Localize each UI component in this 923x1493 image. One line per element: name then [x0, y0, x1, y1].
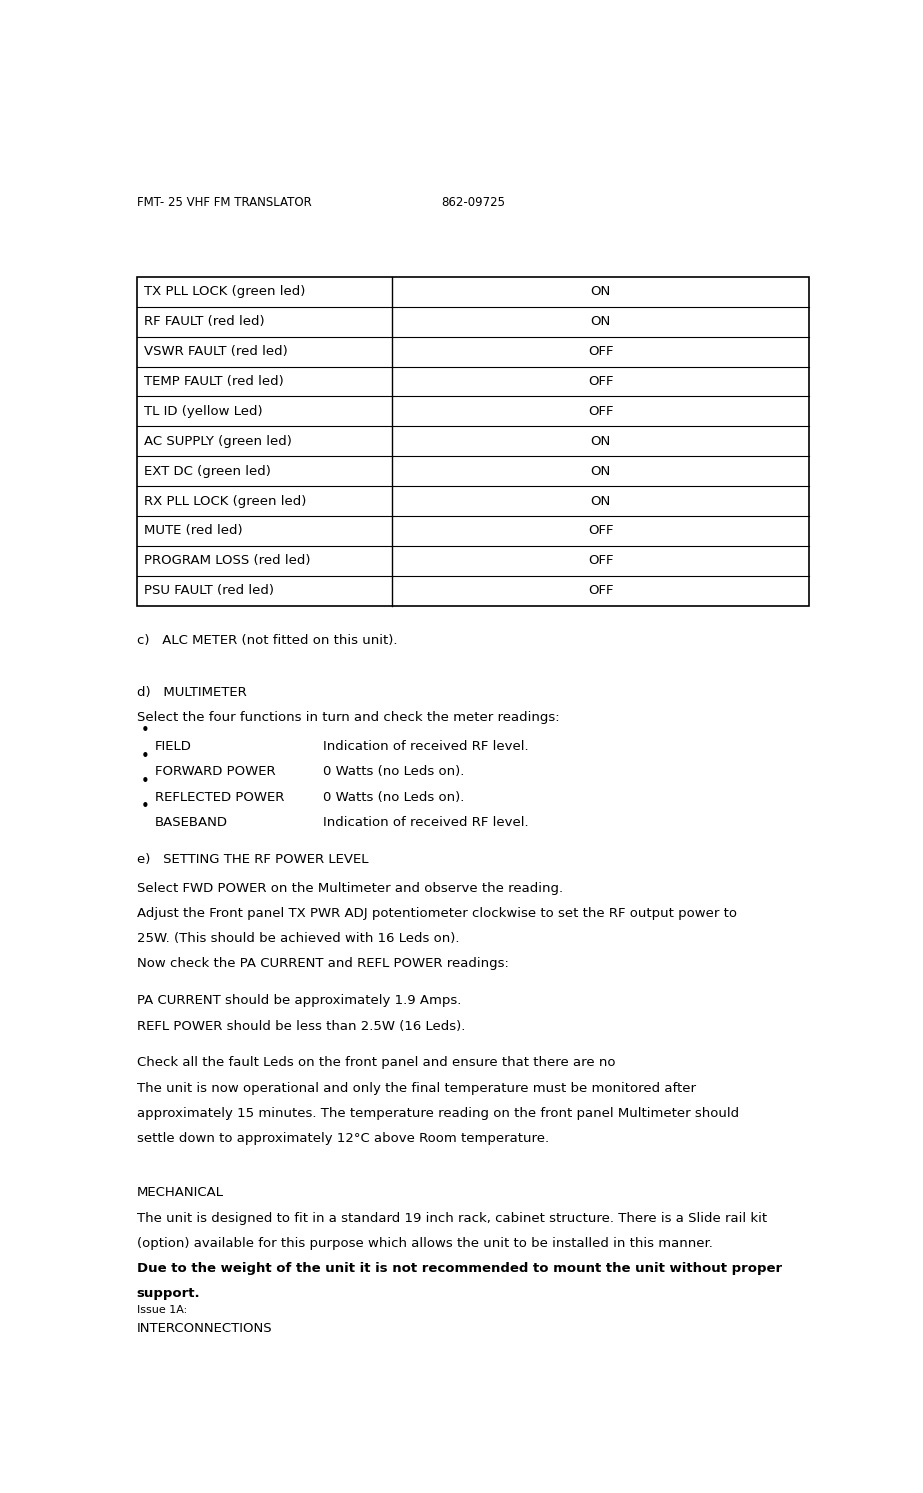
Text: OFF: OFF [588, 375, 614, 388]
Text: Indication of received RF level.: Indication of received RF level. [323, 741, 529, 752]
Text: •: • [140, 724, 150, 739]
Text: Due to the weight of the unit it is not recommended to mount the unit without pr: Due to the weight of the unit it is not … [137, 1262, 782, 1275]
Text: OFF: OFF [588, 584, 614, 597]
Text: PA CURRENT should be approximately 1.9 Amps.: PA CURRENT should be approximately 1.9 A… [137, 994, 461, 1008]
Text: Issue 1A:: Issue 1A: [137, 1305, 187, 1315]
Text: EXT DC (green led): EXT DC (green led) [144, 464, 270, 478]
Text: Indication of received RF level.: Indication of received RF level. [323, 817, 529, 829]
Text: PROGRAM LOSS (red led): PROGRAM LOSS (red led) [144, 554, 310, 567]
Text: ON: ON [591, 315, 611, 328]
Text: Select FWD POWER on the Multimeter and observe the reading.: Select FWD POWER on the Multimeter and o… [137, 881, 563, 894]
Text: •: • [140, 799, 150, 814]
Text: •: • [140, 749, 150, 764]
Bar [137, 276, 809, 606]
Text: OFF: OFF [588, 345, 614, 358]
Text: OFF: OFF [588, 554, 614, 567]
Text: support.: support. [137, 1287, 200, 1300]
Text: 0 Watts (no Leds on).: 0 Watts (no Leds on). [323, 791, 464, 803]
Text: FORWARD POWER: FORWARD POWER [155, 766, 275, 778]
Text: VSWR FAULT (red led): VSWR FAULT (red led) [144, 345, 288, 358]
Text: TX PLL LOCK (green led): TX PLL LOCK (green led) [144, 285, 306, 299]
Text: ON: ON [591, 285, 611, 299]
Text: (option) available for this purpose which allows the unit to be installed in thi: (option) available for this purpose whic… [137, 1236, 713, 1250]
Text: FIELD: FIELD [155, 741, 192, 752]
Text: TL ID (yellow Led): TL ID (yellow Led) [144, 405, 263, 418]
Text: ON: ON [591, 464, 611, 478]
Text: The unit is designed to fit in a standard 19 inch rack, cabinet structure. There: The unit is designed to fit in a standar… [137, 1211, 767, 1224]
Text: 862-09725: 862-09725 [441, 197, 505, 209]
Text: MECHANICAL: MECHANICAL [137, 1187, 224, 1199]
Text: Select the four functions in turn and check the meter readings:: Select the four functions in turn and ch… [137, 712, 559, 724]
Text: RX PLL LOCK (green led): RX PLL LOCK (green led) [144, 494, 306, 508]
Text: ON: ON [591, 494, 611, 508]
Text: c)   ALC METER (not fitted on this unit).: c) ALC METER (not fitted on this unit). [137, 635, 397, 648]
Text: FMT- 25 VHF FM TRANSLATOR: FMT- 25 VHF FM TRANSLATOR [137, 197, 312, 209]
Text: Check all the fault Leds on the front panel and ensure that there are no: Check all the fault Leds on the front pa… [137, 1057, 619, 1069]
Text: e)   SETTING THE RF POWER LEVEL: e) SETTING THE RF POWER LEVEL [137, 853, 368, 866]
Text: BASEBAND: BASEBAND [155, 817, 228, 829]
Text: Adjust the Front panel TX PWR ADJ potentiometer clockwise to set the RF output p: Adjust the Front panel TX PWR ADJ potent… [137, 906, 737, 920]
Text: RF FAULT (red led): RF FAULT (red led) [144, 315, 265, 328]
Text: TEMP FAULT (red led): TEMP FAULT (red led) [144, 375, 283, 388]
Text: OFF: OFF [588, 524, 614, 537]
Text: OFF: OFF [588, 405, 614, 418]
Text: approximately 15 minutes. The temperature reading on the front panel Multimeter : approximately 15 minutes. The temperatur… [137, 1106, 739, 1120]
Text: The unit is now operational and only the final temperature must be monitored aft: The unit is now operational and only the… [137, 1081, 696, 1094]
Text: 0 Watts (no Leds on).: 0 Watts (no Leds on). [323, 766, 464, 778]
Text: AC SUPPLY (green led): AC SUPPLY (green led) [144, 434, 292, 448]
Text: REFLECTED POWER: REFLECTED POWER [155, 791, 284, 803]
Text: 25W. (This should be achieved with 16 Leds on).: 25W. (This should be achieved with 16 Le… [137, 932, 460, 945]
Text: •: • [140, 773, 150, 790]
Text: INTERCONNECTIONS: INTERCONNECTIONS [137, 1321, 272, 1335]
Text: settle down to approximately 12°C above Room temperature.: settle down to approximately 12°C above … [137, 1132, 549, 1145]
Text: ON: ON [591, 434, 611, 448]
Text: REFL POWER should be less than 2.5W (16 Leds).: REFL POWER should be less than 2.5W (16 … [137, 1020, 465, 1033]
Text: Now check the PA CURRENT and REFL POWER readings:: Now check the PA CURRENT and REFL POWER … [137, 957, 509, 970]
Text: MUTE (red led): MUTE (red led) [144, 524, 243, 537]
Text: PSU FAULT (red led): PSU FAULT (red led) [144, 584, 274, 597]
Text: d)   MULTIMETER: d) MULTIMETER [137, 687, 246, 699]
